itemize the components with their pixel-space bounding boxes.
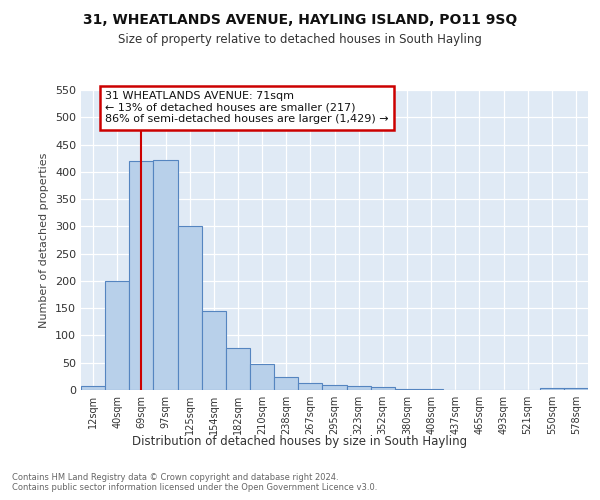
Bar <box>371 388 395 390</box>
Text: 31, WHEATLANDS AVENUE, HAYLING ISLAND, PO11 9SQ: 31, WHEATLANDS AVENUE, HAYLING ISLAND, P… <box>83 12 517 26</box>
Bar <box>347 386 371 390</box>
Bar <box>564 388 588 390</box>
Bar <box>540 388 564 390</box>
Bar <box>154 160 178 390</box>
Text: Contains HM Land Registry data © Crown copyright and database right 2024.
Contai: Contains HM Land Registry data © Crown c… <box>12 472 377 492</box>
Text: Distribution of detached houses by size in South Hayling: Distribution of detached houses by size … <box>133 435 467 448</box>
Bar <box>105 281 129 390</box>
Bar <box>250 364 274 390</box>
Bar <box>395 389 419 390</box>
Bar <box>274 377 298 390</box>
Text: Size of property relative to detached houses in South Hayling: Size of property relative to detached ho… <box>118 32 482 46</box>
Bar <box>129 161 154 390</box>
Bar <box>81 386 105 390</box>
Y-axis label: Number of detached properties: Number of detached properties <box>40 152 49 328</box>
Bar <box>322 385 347 390</box>
Bar <box>178 226 202 390</box>
Text: 31 WHEATLANDS AVENUE: 71sqm
← 13% of detached houses are smaller (217)
86% of se: 31 WHEATLANDS AVENUE: 71sqm ← 13% of det… <box>105 91 389 124</box>
Bar <box>298 384 322 390</box>
Bar <box>226 348 250 390</box>
Bar <box>202 311 226 390</box>
